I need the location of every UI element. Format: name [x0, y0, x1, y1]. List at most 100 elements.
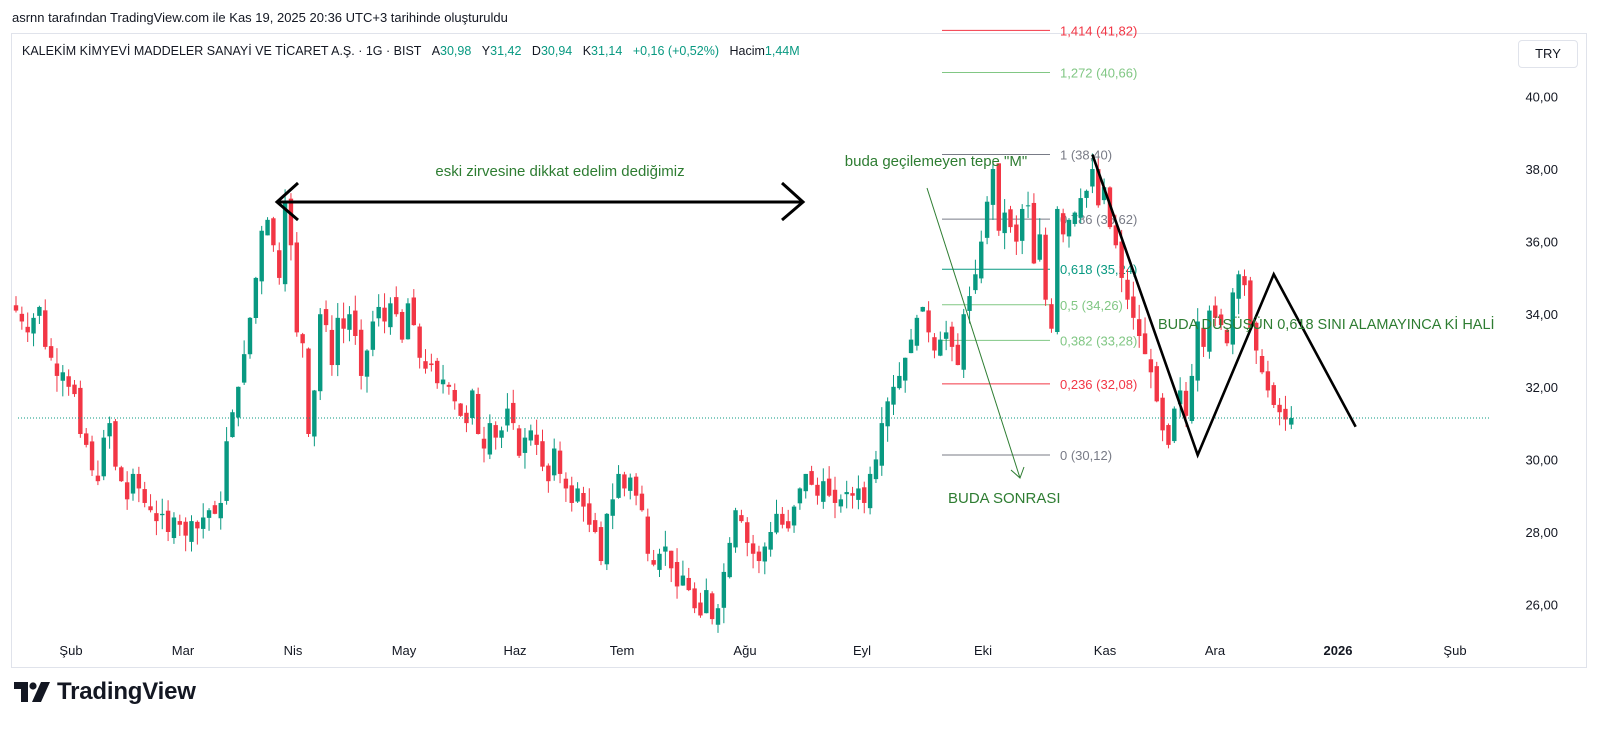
candle: [979, 230, 984, 284]
double-arrow-drawing[interactable]: [274, 181, 806, 222]
candle: [265, 217, 270, 236]
time-tick-label: Tem: [610, 643, 635, 658]
time-axis: Şub Mar Nis May Haz Tem Ağu Eyl Eki Kas Ara 2026 Şub: [59, 643, 1466, 658]
candle: [891, 375, 896, 415]
candle: [13, 296, 19, 313]
candle: [815, 477, 820, 505]
candle: [84, 428, 89, 448]
candle: [1055, 206, 1060, 335]
fibonacci-retracement[interactable]: 1,414 (41,82) 1,272 (40,66) 1 (38,40) 0,786…: [942, 23, 1137, 463]
candle: [282, 189, 288, 292]
candle: [1025, 191, 1031, 218]
annotation-fib-618[interactable]: BUDA DÜŞÜŞÜN 0,618 SINI ALAMAYINCA Kİ HA…: [1158, 315, 1495, 333]
time-tick-label: Ara: [1205, 643, 1226, 658]
candle: [487, 414, 493, 460]
fib-level-label: 1,272 (40,66): [1060, 65, 1137, 80]
candle: [862, 481, 867, 514]
candle: [54, 348, 60, 392]
candle: [733, 507, 738, 553]
candle: [364, 349, 370, 393]
candle: [312, 389, 317, 447]
candle: [809, 465, 814, 486]
candle: [423, 349, 428, 374]
candle: [329, 315, 335, 376]
time-tick-label: Kas: [1094, 643, 1117, 658]
candle: [932, 333, 937, 359]
candle: [756, 545, 762, 574]
candle: [429, 353, 434, 372]
candle: [458, 403, 463, 417]
candle: [481, 426, 487, 463]
candle: [1166, 423, 1171, 449]
candle: [575, 482, 580, 503]
candle: [1248, 276, 1253, 332]
candle: [189, 515, 194, 552]
candle: [212, 500, 218, 515]
candle: [107, 416, 112, 449]
candle: [382, 293, 387, 334]
time-tick-label: Eyl: [853, 643, 871, 658]
currency-button[interactable]: TRY: [1518, 40, 1578, 68]
candle: [704, 578, 709, 614]
candle: [698, 592, 703, 618]
tradingview-logo: TradingView: [14, 678, 196, 706]
low-label: D: [531, 44, 541, 58]
candle: [780, 507, 785, 529]
candle: [230, 409, 235, 438]
candle: [1160, 393, 1165, 442]
candle: [475, 387, 481, 435]
candle: [101, 429, 106, 481]
candle: [1096, 158, 1101, 208]
candle: [89, 435, 95, 477]
m-pattern-drawing[interactable]: [1091, 154, 1357, 459]
candle: [903, 357, 908, 393]
candle: [1195, 308, 1200, 392]
candle: [446, 382, 452, 395]
close-value: 31,14: [591, 44, 623, 58]
candle: [66, 369, 71, 396]
candle: [1020, 204, 1025, 255]
candle: [435, 357, 440, 389]
symbol-name[interactable]: KALEKİM KİMYEVİ MADDELER SANAYİ VE TİCAR…: [22, 44, 422, 58]
candle: [534, 419, 539, 456]
candle: [973, 259, 978, 294]
candle: [610, 483, 615, 530]
candle: [803, 473, 808, 499]
candle: [639, 485, 645, 512]
high-label: Y: [481, 44, 491, 58]
candle: [546, 463, 551, 493]
candle: [177, 514, 182, 536]
candle: [1265, 360, 1271, 398]
time-tick-label: Ağu: [733, 643, 756, 658]
candle: [48, 338, 54, 361]
candle: [206, 508, 212, 531]
candle: [645, 508, 650, 562]
tradingview-logo-icon: [14, 682, 50, 702]
candle: [1242, 269, 1247, 296]
candle: [31, 313, 36, 347]
trend-arrow-drawing[interactable]: [926, 187, 1025, 479]
candle: [160, 498, 165, 530]
candle: [148, 494, 153, 513]
annotation-after[interactable]: BUDA SONRASI: [948, 490, 1061, 507]
candle: [762, 542, 767, 575]
price-tick-label: 26,00: [1525, 598, 1558, 613]
time-tick-label: Şub: [59, 643, 82, 658]
annotation-old-peak[interactable]: eski zirvesine dikkat edelim dediğimiz: [435, 163, 684, 180]
candle: [347, 306, 352, 342]
price-axis: 26,00 28,00 30,00 32,00 34,00 36,00 38,00 40,00: [1525, 89, 1558, 612]
candle: [277, 242, 282, 285]
high-value: 31,42: [490, 44, 522, 58]
candle: [1084, 189, 1089, 208]
symbol-info-bar: KALEKİM KİMYEVİ MADDELER SANAYİ VE TİCAR…: [22, 44, 800, 58]
time-tick-label: Eki: [974, 643, 992, 658]
candle: [511, 389, 516, 430]
annotation-m-top[interactable]: buda geçilemeyen tepe "M": [845, 153, 1027, 170]
candle: [727, 537, 732, 579]
candle: [43, 299, 48, 350]
price-tick-label: 30,00: [1525, 452, 1558, 467]
candle: [253, 276, 259, 324]
candle: [241, 340, 247, 385]
candle: [300, 332, 305, 358]
